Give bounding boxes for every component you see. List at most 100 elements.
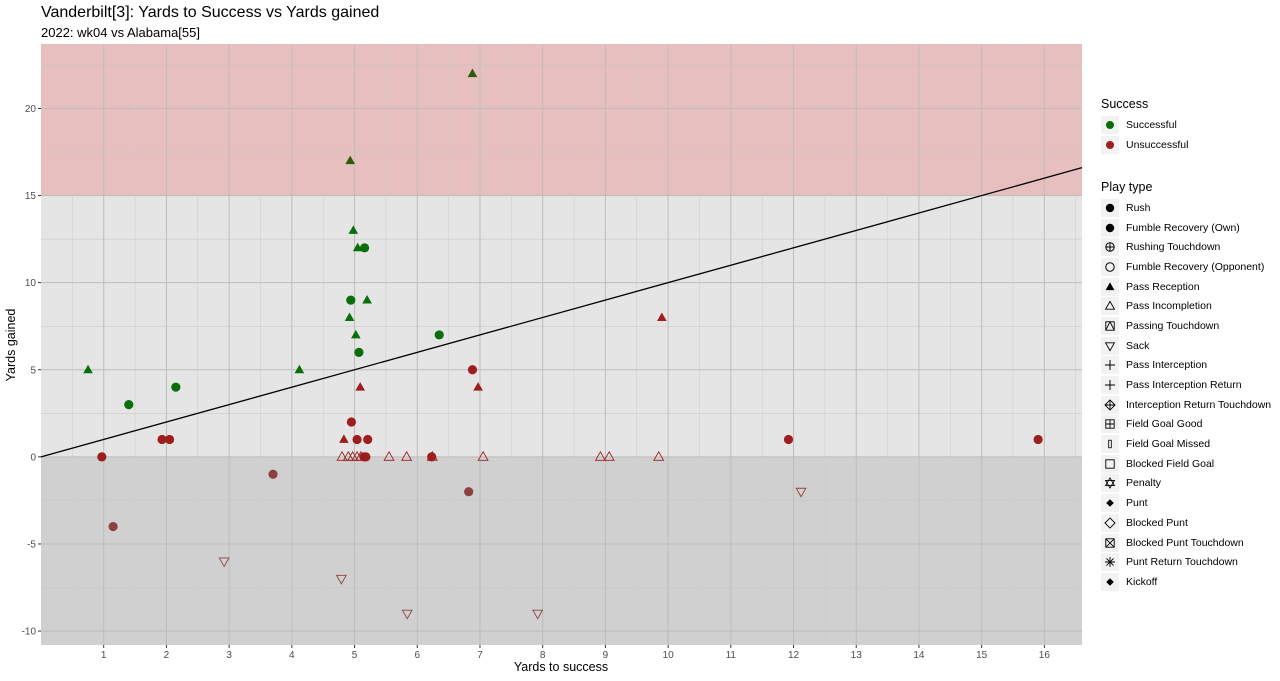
legend-label: Interception Return Touchdown <box>1126 398 1272 411</box>
data-point-4 <box>345 155 355 165</box>
legend-key <box>1101 533 1119 552</box>
data-points <box>83 68 1043 620</box>
legend-marker <box>1108 439 1112 449</box>
legend-item-playtype-11: Field Goal Good <box>1101 415 1271 435</box>
data-point-8 <box>359 243 370 253</box>
legend-key <box>1101 356 1119 375</box>
legend-item-playtype-4: Pass Reception <box>1101 277 1271 297</box>
data-point-25 <box>355 382 366 391</box>
data-point-9 <box>346 295 356 305</box>
data-point-41 <box>473 382 483 391</box>
legend-marker <box>1105 262 1115 272</box>
legend-key <box>1101 415 1119 434</box>
data-point-29 <box>336 450 348 461</box>
legend-label: Rush <box>1126 201 1151 214</box>
data-point-1 <box>124 400 134 410</box>
legend-label: Sack <box>1126 339 1150 352</box>
x-tick-label: 16 <box>1039 650 1051 661</box>
legend-play-type-title: Play type <box>1101 180 1153 194</box>
x-tick-label: 6 <box>414 650 420 661</box>
reference-line <box>40 167 1083 458</box>
legend-item-playtype-10: Interception Return Touchdown <box>1101 395 1271 415</box>
chart-title: Vanderbilt[3]: Yards to Success vs Yards… <box>41 4 380 21</box>
legend-marker <box>1105 203 1115 213</box>
legend-label: Pass Interception Return <box>1126 379 1242 392</box>
legend-item-playtype-2: Rushing Touchdown <box>1101 237 1271 257</box>
x-tick-label: 2 <box>164 650 170 661</box>
data-point-15 <box>97 452 107 462</box>
legend-label: Kickoff <box>1126 575 1158 588</box>
legend-play-type: Play type Rush Fumble Recovery (Own) Rushi… <box>1101 180 1271 592</box>
legend-key <box>1101 218 1119 237</box>
legend-marker <box>1104 300 1116 310</box>
legend-key <box>1101 297 1119 316</box>
data-point-6 <box>348 225 359 234</box>
legend-marker <box>1104 477 1116 490</box>
data-point-13 <box>434 330 444 340</box>
data-point-23 <box>346 417 357 427</box>
data-point-20 <box>268 469 278 479</box>
y-tick-label: 20 <box>25 104 37 115</box>
legend-marker <box>1106 578 1114 586</box>
data-point-49 <box>795 487 807 498</box>
legend-item-playtype-5: Pass Incompletion <box>1101 296 1271 316</box>
legend-label: Pass Reception <box>1126 280 1200 293</box>
legend-success-title: Success <box>1101 97 1149 111</box>
legend-item-playtype-7: Sack <box>1101 336 1271 356</box>
data-point-28 <box>361 452 371 462</box>
legend-marker <box>1105 459 1115 469</box>
legend-marker <box>1105 242 1115 252</box>
data-point-5 <box>467 68 478 78</box>
band-2 <box>41 456 1082 645</box>
legend-marker <box>1104 342 1116 352</box>
legend-item-playtype-0: Rush <box>1101 198 1271 218</box>
background-bands <box>41 44 1082 645</box>
legend-item-playtype-13: Blocked Field Goal <box>1101 454 1271 474</box>
data-point-42 <box>477 450 489 461</box>
legend-marker <box>1105 223 1115 232</box>
data-point-17 <box>157 434 167 445</box>
y-tick-label: -5 <box>27 539 36 550</box>
x-tick-label: 12 <box>788 650 800 661</box>
legend-key <box>1101 395 1119 414</box>
data-point-35 <box>401 609 413 620</box>
x-tick-label: 7 <box>477 650 483 661</box>
data-point-45 <box>603 450 615 461</box>
legend-marker <box>1104 557 1116 568</box>
data-point-43 <box>532 609 544 620</box>
legend-marker <box>1104 517 1116 529</box>
x-tick-label: 8 <box>540 650 546 661</box>
legend-label: Field Goal Missed <box>1126 438 1211 451</box>
legend-key <box>1101 376 1119 395</box>
legend-marker <box>1104 360 1116 371</box>
legend-key <box>1101 316 1119 335</box>
y-tick-label: 15 <box>25 191 37 202</box>
legend-item-unsuccessful: Unsuccessful <box>1101 135 1188 155</box>
legend-key <box>1101 238 1119 257</box>
data-point-47 <box>657 312 667 321</box>
legend-item-playtype-15: Punt <box>1101 493 1271 513</box>
data-point-2 <box>171 382 181 392</box>
legend-key <box>1101 135 1119 154</box>
legend-item-playtype-19: Kickoff <box>1101 572 1271 592</box>
data-point-0 <box>83 364 93 374</box>
x-tick-label: 11 <box>726 650 737 661</box>
x-tick-label: 15 <box>976 650 988 661</box>
legend-key <box>1101 115 1119 134</box>
y-axis-label: Yards gained <box>4 309 18 382</box>
legend-label: Field Goal Good <box>1126 418 1203 431</box>
x-tick-label: 1 <box>101 650 107 661</box>
legend-label: Blocked Punt <box>1126 516 1188 529</box>
data-point-11 <box>344 312 355 321</box>
legend-label: Punt <box>1126 497 1148 510</box>
legend-item-playtype-12: Field Goal Missed <box>1101 434 1271 454</box>
data-point-14 <box>354 347 364 357</box>
legend-label: Pass Interception <box>1126 359 1208 372</box>
legend-item-playtype-14: Penalty <box>1101 474 1271 494</box>
legend-label: Successful <box>1126 118 1177 131</box>
data-point-34 <box>383 450 395 461</box>
x-tick-label: 9 <box>603 650 609 661</box>
y-tick-label: 0 <box>30 452 36 463</box>
legend-key <box>1101 454 1119 473</box>
